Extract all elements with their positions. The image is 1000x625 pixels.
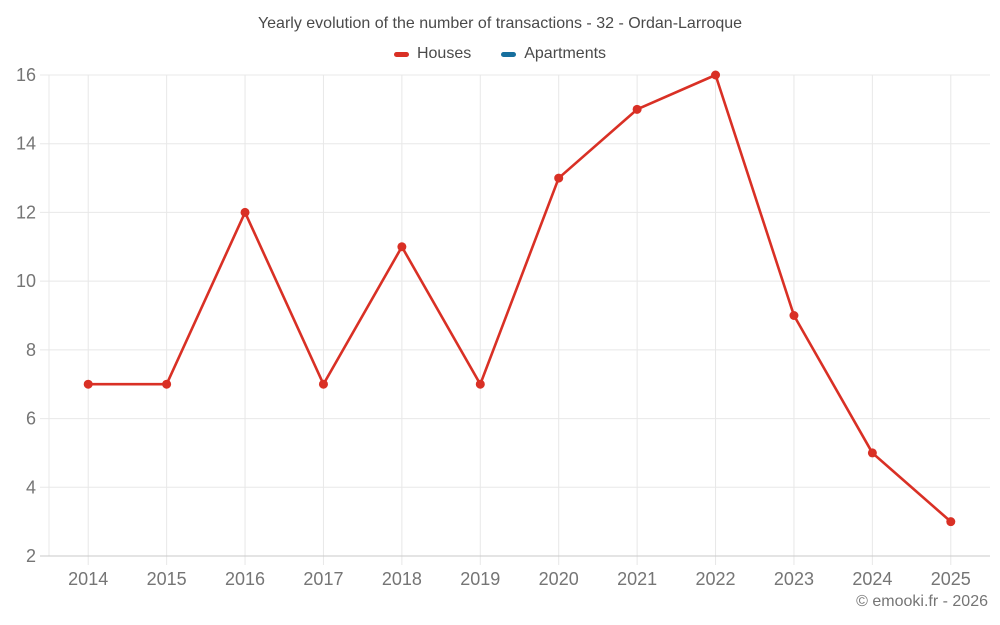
data-point-houses-2018[interactable]: [397, 242, 407, 252]
chart-title: Yearly evolution of the number of transa…: [257, 15, 743, 32]
y-axis-tick-16: 16: [16, 65, 36, 85]
chart-legend: Houses Apartments: [0, 45, 1000, 63]
legend-item-houses[interactable]: Houses: [393, 45, 472, 63]
data-point-houses-2014[interactable]: [83, 379, 93, 389]
data-point-houses-2024[interactable]: [867, 448, 877, 458]
data-point-houses-2017[interactable]: [318, 379, 328, 389]
x-axis-tick-2022: 2022: [696, 569, 736, 589]
apartments-legend-swatch-icon: [501, 51, 517, 57]
y-axis-tick-10: 10: [16, 271, 36, 291]
x-axis-tick-2016: 2016: [225, 569, 265, 589]
y-axis-tick-6: 6: [26, 409, 36, 429]
x-axis-tick-2018: 2018: [382, 569, 422, 589]
y-axis-tick-2: 2: [26, 546, 36, 566]
x-axis-tick-2024: 2024: [852, 569, 892, 589]
houses-legend-swatch-icon: [393, 51, 409, 57]
data-point-houses-2019[interactable]: [475, 379, 485, 389]
y-axis-tick-14: 14: [16, 134, 36, 154]
line-houses: [86, 73, 953, 523]
data-point-houses-2015[interactable]: [162, 379, 172, 389]
data-point-houses-2023[interactable]: [789, 311, 799, 320]
legend-item-apartments[interactable]: Apartments: [501, 45, 606, 63]
legend-label-apartments: Apartments: [524, 45, 607, 62]
data-point-houses-2025[interactable]: [946, 517, 956, 527]
x-axis-tick-2014: 2014: [68, 569, 108, 589]
y-axis-tick-4: 4: [26, 477, 36, 497]
x-axis-tick-2023: 2023: [774, 569, 814, 589]
y-axis-tick-12: 12: [16, 202, 36, 222]
data-point-houses-2020[interactable]: [554, 173, 564, 183]
data-point-houses-2016[interactable]: [240, 207, 250, 217]
data-point-houses-2021[interactable]: [632, 104, 642, 114]
x-axis-tick-2019: 2019: [460, 569, 500, 589]
x-axis-tick-2015: 2015: [147, 569, 187, 589]
y-axis-tick-8: 8: [26, 340, 36, 360]
chart-copyright: © emooki.fr - 2026: [856, 593, 988, 610]
x-axis-tick-2021: 2021: [617, 569, 657, 589]
x-axis-tick-2020: 2020: [539, 569, 579, 589]
data-point-houses-2022[interactable]: [711, 70, 721, 80]
x-axis-tick-2017: 2017: [303, 569, 343, 589]
x-axis-tick-2025: 2025: [931, 569, 971, 589]
legend-label-houses: Houses: [416, 45, 472, 62]
